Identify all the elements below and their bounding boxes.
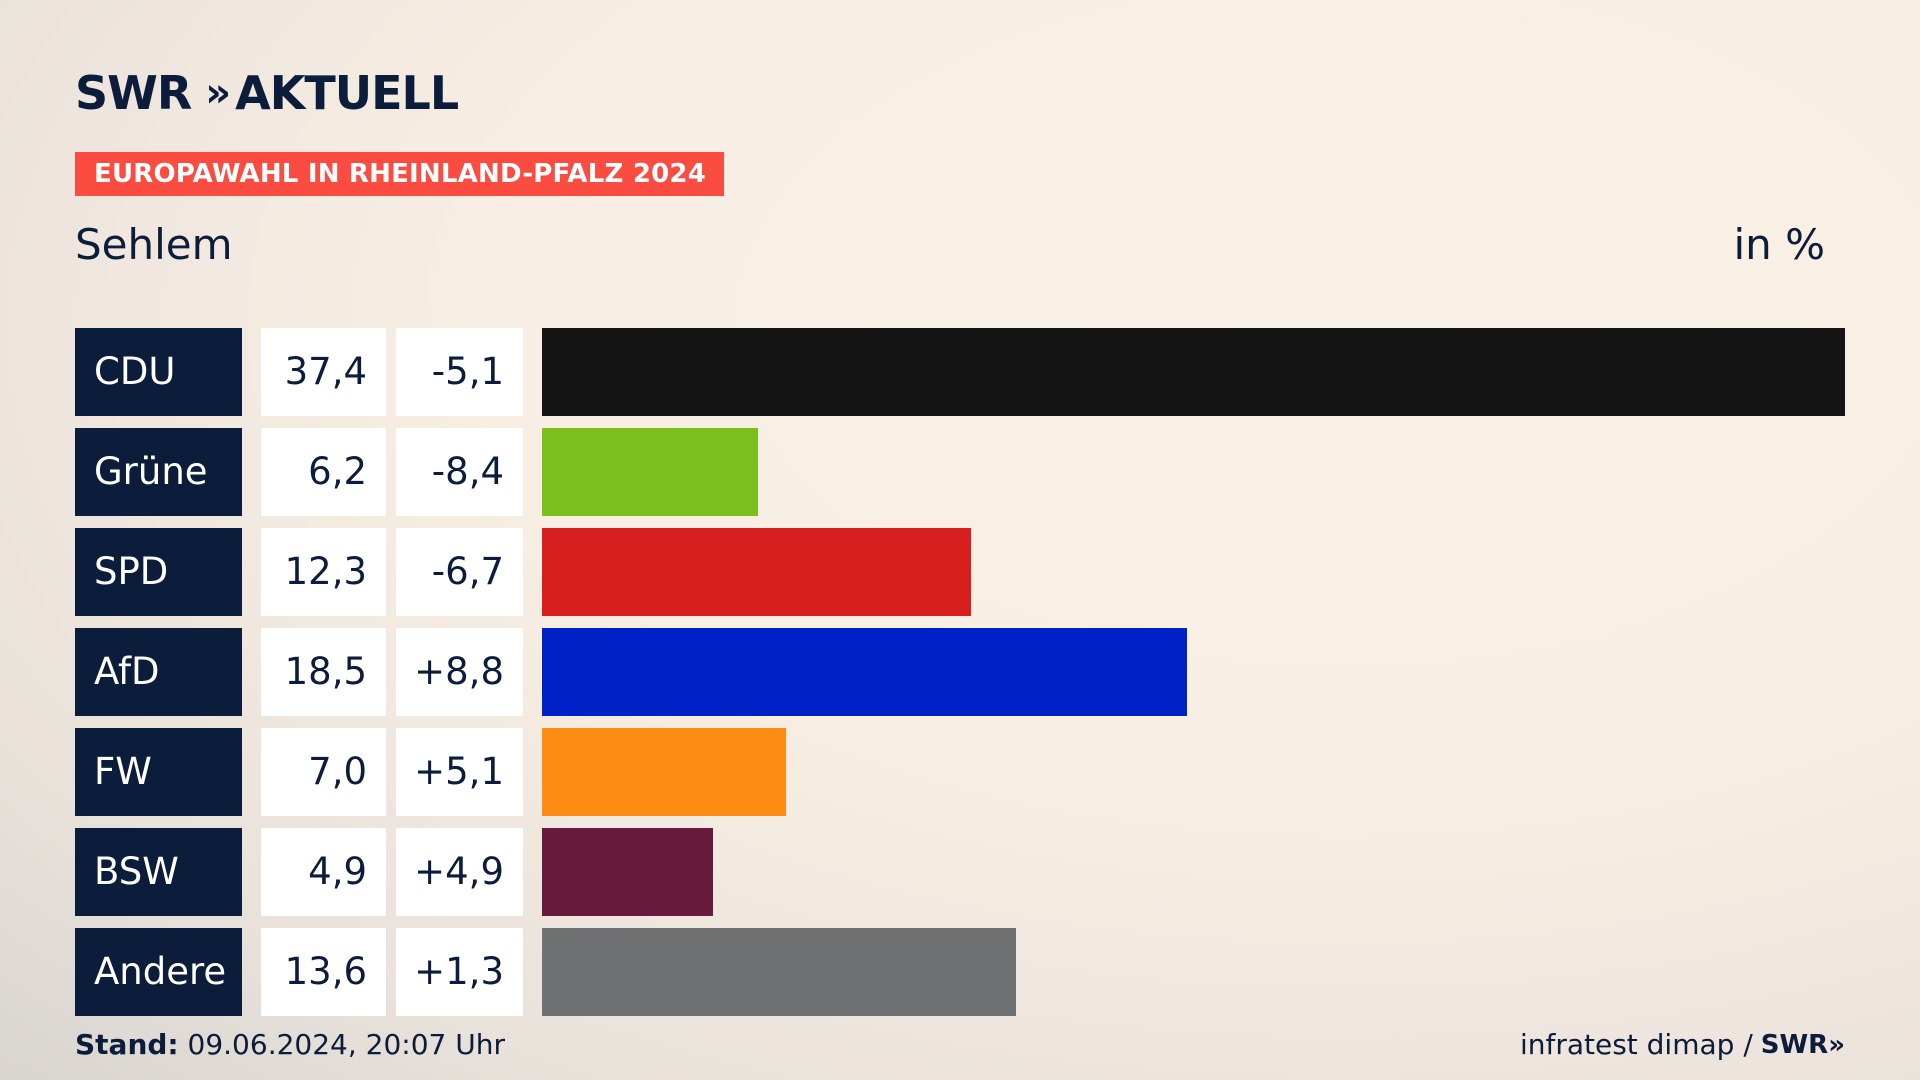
swr-small-logo: SWR» [1760, 1029, 1845, 1060]
logo-swr-text: SWR [75, 66, 192, 120]
vote-share-value: 18,5 [261, 628, 386, 716]
result-bar [542, 328, 1845, 416]
vote-share-value: 6,2 [261, 428, 386, 516]
vote-change-value: +8,8 [396, 628, 523, 716]
swr-aktuell-logo: SWR » AKTUELL [75, 66, 459, 120]
stand-label: Stand: [75, 1028, 179, 1061]
party-label: BSW [75, 828, 242, 916]
source-credit: infratest dimap / SWR» [1520, 1028, 1845, 1061]
vote-change-value: +4,9 [396, 828, 523, 916]
logo-aktuell-text: AKTUELL [235, 66, 459, 120]
result-bar [542, 428, 758, 516]
vote-change-value: +1,3 [396, 928, 523, 1016]
vote-change-value: -6,7 [396, 528, 523, 616]
vote-share-value: 13,6 [261, 928, 386, 1016]
party-label: SPD [75, 528, 242, 616]
party-label: Andere [75, 928, 242, 1016]
result-bar [542, 528, 971, 616]
stand-value: 09.06.2024, 20:07 Uhr [187, 1028, 505, 1061]
result-bar [542, 728, 786, 816]
vote-change-value: +5,1 [396, 728, 523, 816]
vote-change-value: -8,4 [396, 428, 523, 516]
region-title: Sehlem [75, 220, 233, 269]
vote-share-value: 4,9 [261, 828, 386, 916]
party-label: AfD [75, 628, 242, 716]
result-bar [542, 928, 1016, 1016]
source-text: infratest dimap / [1519, 1028, 1753, 1061]
party-label: Grüne [75, 428, 242, 516]
vote-share-value: 12,3 [261, 528, 386, 616]
unit-label: in % [1733, 220, 1825, 269]
vote-share-value: 7,0 [261, 728, 386, 816]
logo-chevron-icon: » [205, 70, 231, 116]
result-bar [542, 628, 1187, 716]
vote-change-value: -5,1 [396, 328, 523, 416]
party-label: CDU [75, 328, 242, 416]
result-bar [542, 828, 713, 916]
timestamp: Stand: 09.06.2024, 20:07 Uhr [75, 1028, 505, 1061]
vote-share-value: 37,4 [261, 328, 386, 416]
election-banner: EUROPAWAHL IN RHEINLAND-PFALZ 2024 [75, 152, 724, 196]
party-label: FW [75, 728, 242, 816]
